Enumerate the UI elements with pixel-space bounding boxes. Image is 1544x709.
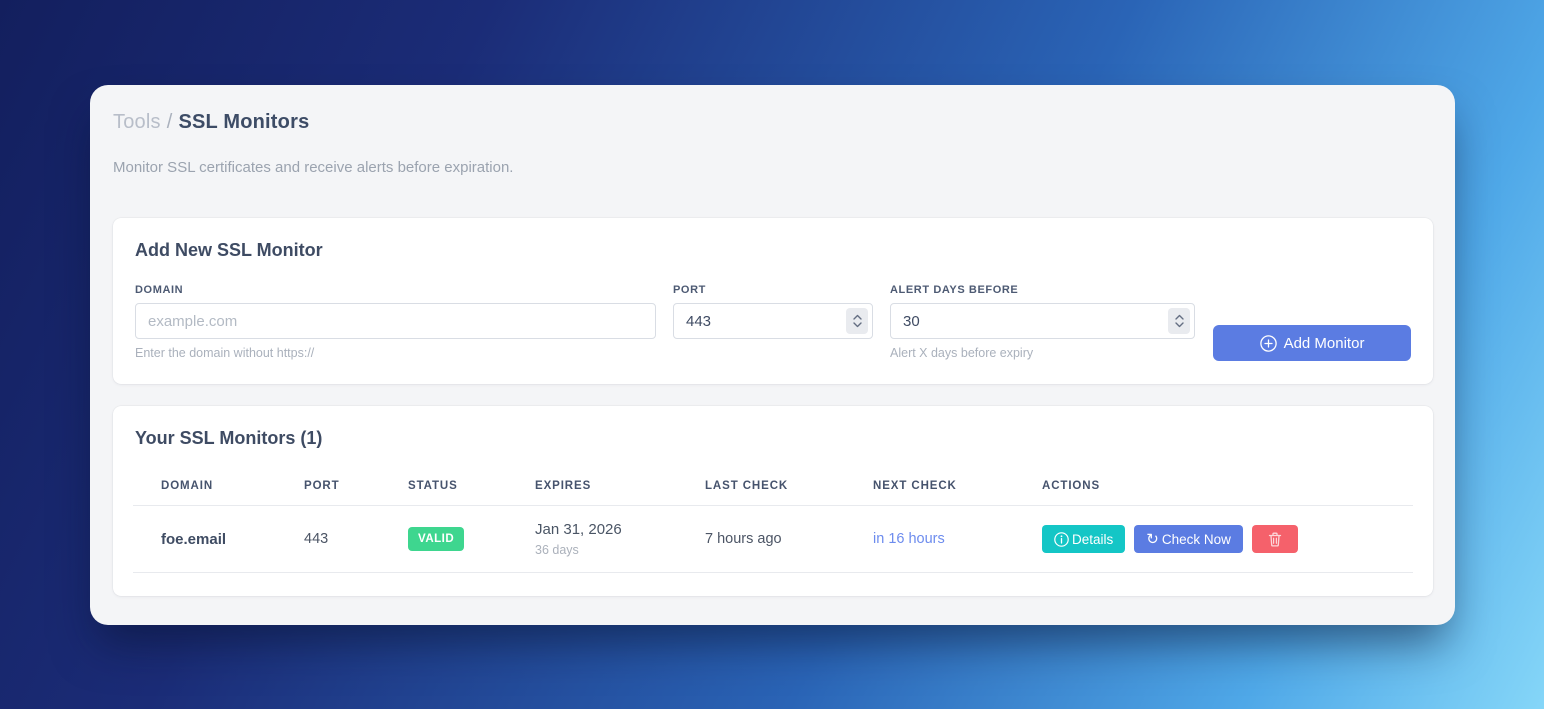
column-header-last-check: LAST CHECK	[705, 480, 789, 492]
add-monitor-button-label: Add Monitor	[1283, 334, 1365, 352]
alert-days-field: ALERT DAYS BEFORE Alert X days before ex…	[890, 284, 1195, 361]
add-monitor-button[interactable]: Add Monitor	[1213, 325, 1411, 361]
details-button[interactable]: Details	[1042, 525, 1126, 553]
last-check-cell: 7 hours ago	[705, 531, 782, 547]
expires-days-remaining: 36 days	[535, 542, 579, 557]
breadcrumb-section[interactable]: Tools	[113, 111, 161, 133]
actions-cell: Details ↻ Check Now	[1042, 525, 1413, 553]
status-badge: VALID	[408, 527, 465, 551]
alert-days-label: ALERT DAYS BEFORE	[890, 284, 1019, 296]
domain-help: Enter the domain without https://	[135, 346, 315, 360]
page-header: Tools / SSL Monitors Monitor SSL certifica…	[90, 85, 1455, 176]
expires-date: Jan 31, 2026	[535, 520, 622, 538]
column-header-expires: EXPIRES	[535, 480, 592, 492]
column-header-domain: DOMAIN	[161, 480, 214, 492]
port-cell: 443	[304, 531, 329, 547]
port-label: PORT	[673, 284, 706, 296]
monitors-card: Your SSL Monitors (1) DOMAIN PORT STATUS…	[113, 406, 1433, 596]
chevron-down-icon	[852, 322, 862, 328]
port-stepper[interactable]	[846, 308, 868, 334]
chevron-down-icon	[1174, 322, 1184, 328]
info-icon	[1054, 531, 1069, 547]
chevron-up-icon	[852, 314, 862, 320]
page-subtitle: Monitor SSL certificates and receive ale…	[113, 159, 514, 176]
breadcrumb-separator: /	[166, 111, 173, 133]
check-now-button-label: Check Now	[1161, 531, 1231, 547]
add-monitor-form: DOMAIN Enter the domain without https://…	[135, 284, 1411, 361]
table-header-row: DOMAIN PORT STATUS EXPIRES LAST CHECK NE…	[133, 480, 1413, 506]
domain-label: DOMAIN	[135, 284, 184, 296]
next-check-cell: in 16 hours	[873, 531, 945, 547]
port-field: PORT	[673, 284, 873, 361]
chevron-up-icon	[1174, 314, 1184, 320]
expires-cell: Jan 31, 2026 36 days	[535, 520, 705, 559]
domain-field: DOMAIN Enter the domain without https://	[135, 284, 656, 361]
monitors-title: Your SSL Monitors (1)	[135, 428, 323, 448]
content-panel: Tools / SSL Monitors Monitor SSL certifica…	[90, 85, 1455, 625]
details-button-label: Details	[1072, 531, 1114, 547]
alert-days-help: Alert X days before expiry	[890, 346, 1034, 360]
table-row: foe.email 443 VALID Jan 31, 2026 36 days…	[133, 506, 1413, 573]
monitors-table: DOMAIN PORT STATUS EXPIRES LAST CHECK NE…	[133, 480, 1413, 573]
refresh-icon: ↻	[1146, 530, 1159, 548]
page-title: SSL Monitors	[178, 111, 310, 133]
column-header-actions: ACTIONS	[1042, 480, 1101, 492]
alert-days-stepper[interactable]	[1168, 308, 1190, 334]
column-header-status: STATUS	[408, 480, 458, 492]
check-now-button[interactable]: ↻ Check Now	[1134, 525, 1243, 553]
domain-input[interactable]	[135, 303, 656, 339]
status-cell: VALID	[408, 527, 535, 551]
delete-button[interactable]	[1251, 525, 1298, 553]
trash-icon	[1268, 532, 1282, 547]
alert-days-input[interactable]	[890, 303, 1195, 339]
plus-circle-icon	[1259, 334, 1277, 352]
domain-cell: foe.email	[161, 530, 227, 548]
port-input[interactable]	[673, 303, 873, 339]
breadcrumb: Tools / SSL Monitors	[113, 111, 1432, 134]
add-monitor-card: Add New SSL Monitor DOMAIN Enter the dom…	[113, 218, 1433, 384]
column-header-port: PORT	[304, 480, 340, 492]
column-header-next-check: NEXT CHECK	[873, 480, 957, 492]
add-monitor-title: Add New SSL Monitor	[135, 240, 323, 260]
